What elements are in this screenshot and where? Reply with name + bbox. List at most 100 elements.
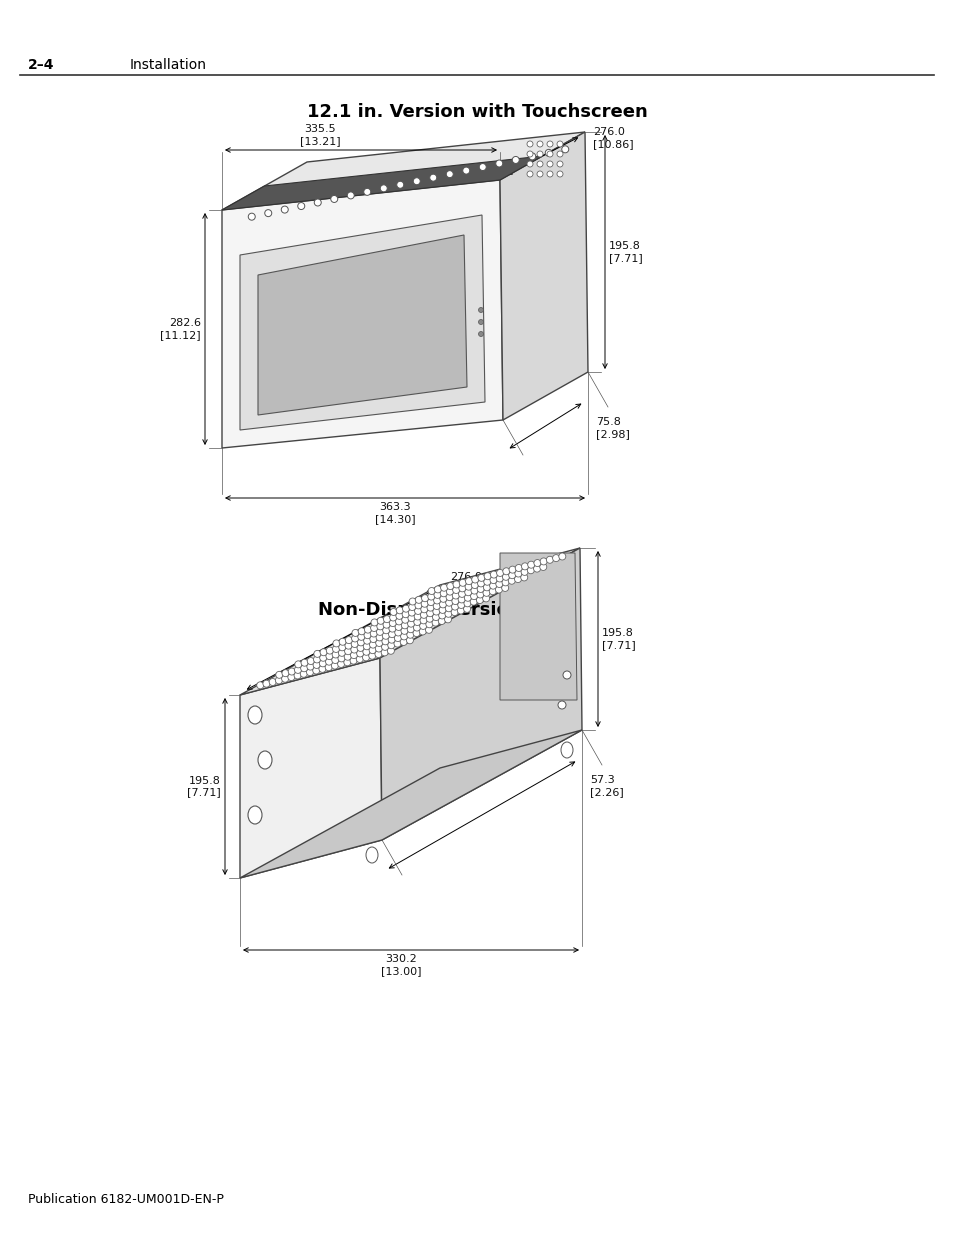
Circle shape <box>352 635 358 642</box>
Text: 75.8
[2.98]: 75.8 [2.98] <box>596 417 629 438</box>
Circle shape <box>275 672 282 678</box>
Circle shape <box>281 676 289 682</box>
Circle shape <box>539 563 546 571</box>
Circle shape <box>462 167 469 174</box>
Text: 57.3
[2.26]: 57.3 [2.26] <box>589 776 623 797</box>
Circle shape <box>495 587 502 593</box>
Circle shape <box>421 595 428 601</box>
Circle shape <box>307 663 314 671</box>
Circle shape <box>363 642 370 650</box>
Circle shape <box>515 564 521 572</box>
Circle shape <box>376 629 383 635</box>
Circle shape <box>427 604 434 611</box>
Circle shape <box>526 141 533 147</box>
Circle shape <box>394 635 401 641</box>
Circle shape <box>282 669 289 677</box>
Polygon shape <box>257 235 467 415</box>
Circle shape <box>294 672 301 679</box>
Circle shape <box>419 622 426 630</box>
Circle shape <box>501 579 509 585</box>
Circle shape <box>489 582 497 589</box>
Circle shape <box>420 600 428 608</box>
Circle shape <box>400 627 408 635</box>
Circle shape <box>389 625 395 632</box>
Circle shape <box>432 614 439 621</box>
Circle shape <box>483 578 490 585</box>
Circle shape <box>425 621 433 627</box>
Circle shape <box>371 619 377 626</box>
Text: Non-Display Version: Non-Display Version <box>318 601 521 619</box>
Circle shape <box>394 640 400 647</box>
Circle shape <box>409 598 416 605</box>
Circle shape <box>352 630 358 636</box>
Ellipse shape <box>248 706 262 724</box>
Circle shape <box>350 652 357 658</box>
Circle shape <box>490 571 497 578</box>
Circle shape <box>482 589 490 597</box>
Circle shape <box>314 656 320 663</box>
Polygon shape <box>240 658 381 878</box>
Circle shape <box>389 620 395 626</box>
Text: 12.1 in. Version with Touchscreen: 12.1 in. Version with Touchscreen <box>306 103 647 121</box>
Circle shape <box>557 161 562 167</box>
Circle shape <box>325 663 332 671</box>
Circle shape <box>318 666 326 672</box>
Text: 195.8
[7.71]: 195.8 [7.71] <box>187 776 221 798</box>
Circle shape <box>364 631 371 638</box>
Circle shape <box>402 605 409 613</box>
Circle shape <box>520 568 528 576</box>
Circle shape <box>395 618 402 625</box>
Circle shape <box>438 613 445 619</box>
Circle shape <box>433 608 439 615</box>
Circle shape <box>345 636 352 643</box>
Circle shape <box>476 592 483 598</box>
Circle shape <box>438 606 446 614</box>
Circle shape <box>387 647 394 655</box>
Circle shape <box>451 609 457 616</box>
Circle shape <box>476 585 484 593</box>
Circle shape <box>483 573 491 579</box>
Circle shape <box>362 648 370 656</box>
Circle shape <box>370 630 376 637</box>
Circle shape <box>395 624 402 630</box>
Circle shape <box>557 141 562 147</box>
Circle shape <box>434 597 440 604</box>
Circle shape <box>375 645 382 652</box>
Circle shape <box>407 626 414 632</box>
Circle shape <box>414 613 420 620</box>
Circle shape <box>326 652 333 659</box>
Circle shape <box>452 592 458 599</box>
Polygon shape <box>499 132 587 420</box>
Circle shape <box>420 611 427 619</box>
Circle shape <box>337 655 345 662</box>
Circle shape <box>381 643 388 651</box>
Circle shape <box>557 151 562 157</box>
Circle shape <box>381 637 389 645</box>
Circle shape <box>534 559 540 567</box>
Circle shape <box>527 567 534 574</box>
Circle shape <box>376 622 383 630</box>
Circle shape <box>387 642 395 648</box>
Circle shape <box>527 561 534 568</box>
Circle shape <box>382 626 389 634</box>
Circle shape <box>552 555 559 562</box>
Ellipse shape <box>560 742 573 758</box>
Circle shape <box>338 638 346 645</box>
Circle shape <box>537 141 542 147</box>
Circle shape <box>418 627 426 635</box>
Circle shape <box>256 682 263 689</box>
Circle shape <box>446 170 453 178</box>
Circle shape <box>444 610 452 618</box>
Circle shape <box>333 646 339 652</box>
Circle shape <box>526 161 533 167</box>
Circle shape <box>343 658 351 666</box>
Polygon shape <box>240 548 579 695</box>
Circle shape <box>526 170 533 177</box>
Circle shape <box>432 619 438 626</box>
Circle shape <box>400 638 407 646</box>
Circle shape <box>502 573 509 580</box>
Circle shape <box>520 574 527 580</box>
Circle shape <box>478 163 486 170</box>
Circle shape <box>383 616 390 622</box>
Circle shape <box>429 174 436 182</box>
